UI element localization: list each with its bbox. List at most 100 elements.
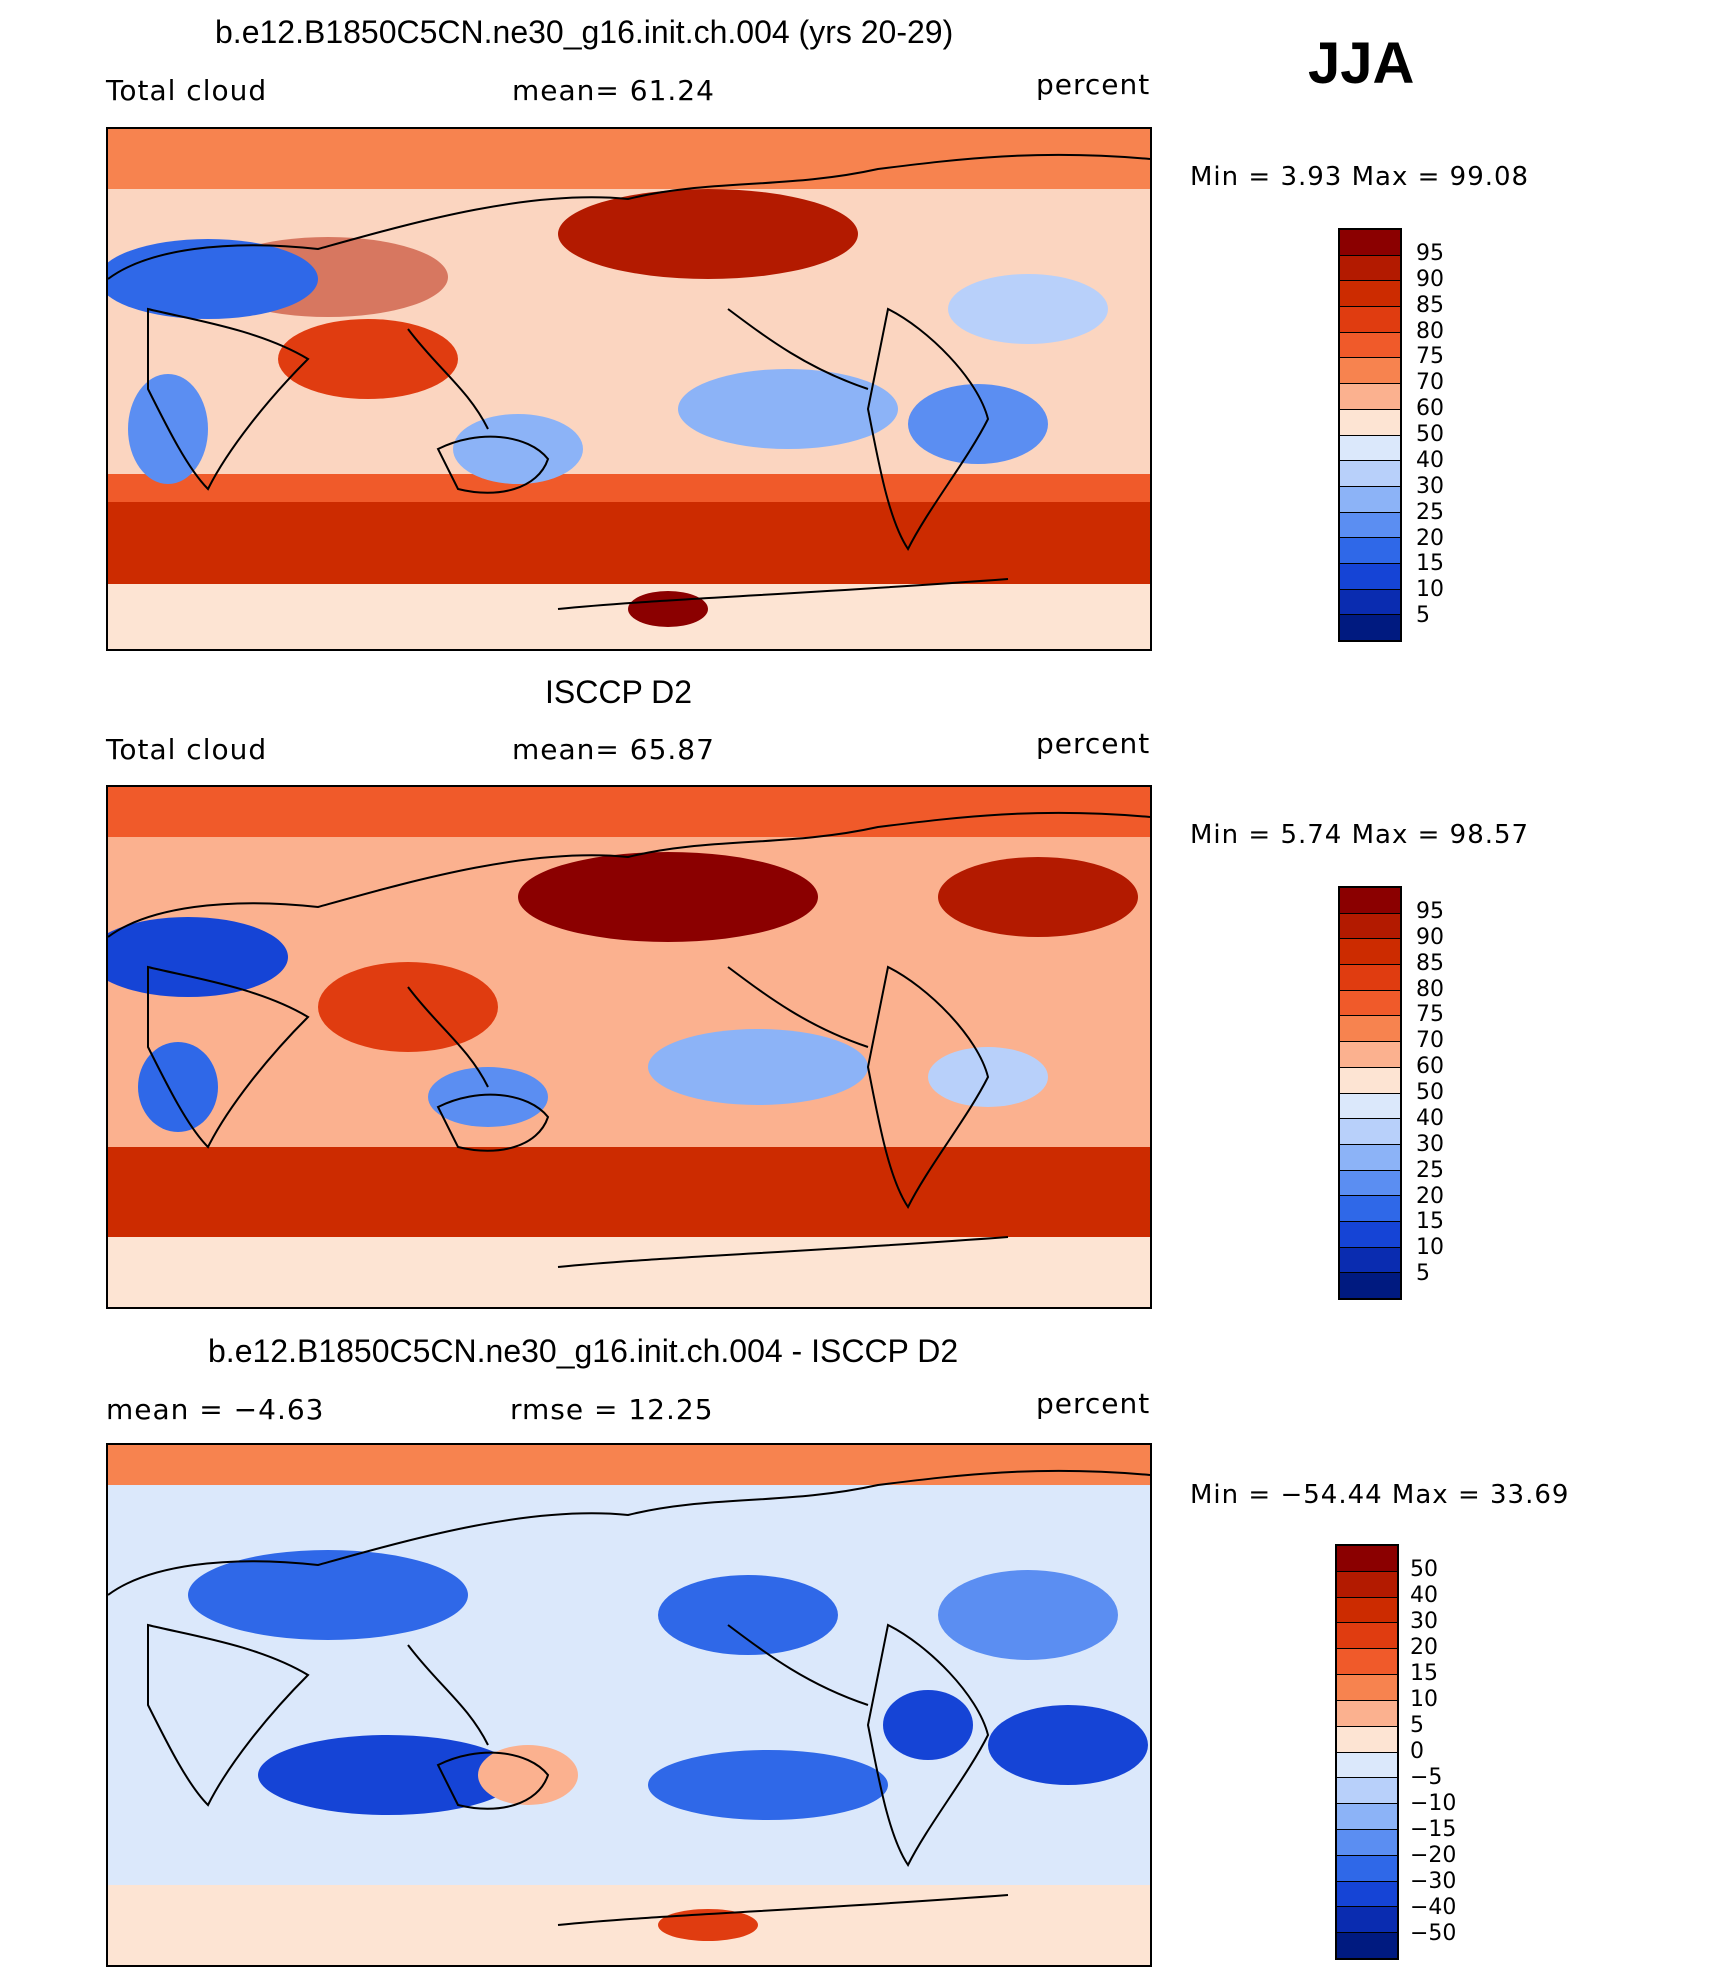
colorbar-label: 70 [1416,370,1444,396]
colorbar-swatch [1340,255,1400,282]
colorbar-swatch [1337,1623,1397,1650]
panel1-colorbar-labels: 95 90 85 80 75 70 60 50 40 30 25 20 15 10 5 [1416,228,1476,642]
colorbar-label: 40 [1416,447,1444,473]
colorbar-swatch [1340,435,1400,462]
colorbar-swatch [1340,332,1400,359]
panel1-arctic-band [108,129,1150,189]
colorbar-label: −40 [1410,1895,1457,1920]
colorbar-label: 5 [1410,1713,1424,1738]
panel2-minmax: Min = 5.74 Max = 98.57 [1190,820,1530,850]
panel3-map [106,1443,1152,1967]
colorbar-swatch [1337,1778,1397,1805]
colorbar-swatch [1340,965,1400,991]
panel2-coastlines [108,811,1150,1268]
panel1-sahara-low [108,239,318,319]
panel3-mean-label: mean = −4.63 [106,1393,325,1426]
colorbar-label: 75 [1416,344,1444,370]
panel1-colorbar [1338,228,1402,642]
panel3-title: b.e12.B1850C5CN.ne30_g16.init.ch.004 - I… [208,1333,959,1369]
panel3-map-background [108,1445,1150,1965]
panel2-arctic-band [108,787,1150,837]
colorbar-swatch [1340,1042,1400,1068]
panel2-map-svg [108,787,1150,1307]
colorbar-label: 15 [1410,1661,1438,1686]
panel3-antarctic-diff [658,1909,758,1941]
panel3-units-label: percent [1036,1387,1151,1420]
colorbar-label: 5 [1416,1261,1430,1287]
colorbar-swatch [1340,888,1400,914]
colorbar-swatch [1340,486,1400,513]
panel1-australia-low [453,414,583,484]
colorbar-label: 0 [1410,1739,1424,1764]
panel2-antarctic-band [108,1237,1150,1307]
colorbar-label: −5 [1410,1765,1443,1790]
colorbar-label: 85 [1416,292,1444,318]
colorbar-label: 95 [1416,240,1444,266]
colorbar-swatch [1340,358,1400,385]
colorbar-swatch [1340,1247,1400,1274]
panel2-colorbar [1338,886,1402,1300]
panel3-minmax: Min = −54.44 Max = 33.69 [1190,1480,1570,1510]
colorbar-label: 70 [1416,1028,1444,1054]
colorbar-label: 90 [1416,924,1444,950]
colorbar-label: 50 [1416,1080,1444,1105]
panel2-variable-label: Total cloud [106,733,268,766]
colorbar-swatch [1340,307,1400,333]
panel1-antarctic-max [628,591,708,627]
colorbar-swatch [1337,1649,1397,1676]
panel3-antarctic-band [108,1885,1150,1965]
colorbar-label: 30 [1416,1131,1444,1157]
panel1-map [106,127,1152,651]
colorbar-swatch [1340,939,1400,966]
colorbar-label: 85 [1416,950,1444,976]
panel1-indian-high [278,319,458,399]
panel2-map [106,785,1152,1309]
colorbar-label: 60 [1416,1054,1444,1080]
colorbar-swatch [1340,1170,1400,1197]
panel3-colorbar-labels: 50 40 30 20 15 10 5 0 −5 −10 −15 −20 −30 −40 −50 [1410,1544,1480,1960]
panel3-spacific-diff [648,1750,888,1820]
colorbar-label: 80 [1416,976,1444,1002]
panel2-npacific-high [518,852,818,942]
colorbar-label: 15 [1416,1209,1444,1235]
colorbar-swatch [1340,913,1400,940]
panel3-satlantic-diff [988,1705,1148,1785]
colorbar-swatch [1340,1067,1400,1094]
colorbar-swatch [1337,1933,1397,1958]
colorbar-swatch [1340,589,1400,616]
colorbar-swatch [1337,1597,1397,1624]
colorbar-swatch [1340,512,1400,539]
colorbar-swatch [1340,409,1400,436]
colorbar-swatch [1337,1726,1397,1753]
colorbar-swatch [1340,230,1400,256]
colorbar-label: 30 [1416,473,1444,499]
colorbar-swatch [1340,563,1400,590]
panel2-australia-low [428,1067,548,1127]
panel3-sahara-diff [188,1550,468,1640]
colorbar-swatch [1340,1119,1400,1145]
colorbar-label: 20 [1410,1635,1438,1660]
colorbar-label: 20 [1416,525,1444,551]
colorbar-swatch [1337,1829,1397,1856]
panel1-southern-ocean-band [108,499,1150,584]
colorbar-swatch [1337,1907,1397,1934]
colorbar-label: −20 [1410,1843,1457,1868]
panel1-variable-label: Total cloud [106,74,268,107]
panel3-amazon-diff [883,1690,973,1760]
colorbar-swatch [1337,1571,1397,1598]
colorbar-label: −10 [1410,1791,1457,1816]
panel2-units-label: percent [1036,727,1151,760]
colorbar-label: 25 [1416,1157,1444,1183]
colorbar-swatch [1340,990,1400,1017]
panel2-mean-label: mean= 65.87 [512,733,715,766]
panel3-colorbar [1335,1544,1399,1960]
panel1-map-svg [108,129,1150,649]
colorbar-label: 10 [1416,1235,1444,1261]
panel3-map-svg [108,1445,1150,1965]
colorbar-swatch [1340,1273,1400,1298]
panel1-southern-band-edge [108,474,1150,502]
panel3-arctic-band [108,1445,1150,1485]
colorbar-swatch [1340,615,1400,640]
colorbar-swatch [1340,1093,1400,1120]
colorbar-label: 95 [1416,898,1444,924]
